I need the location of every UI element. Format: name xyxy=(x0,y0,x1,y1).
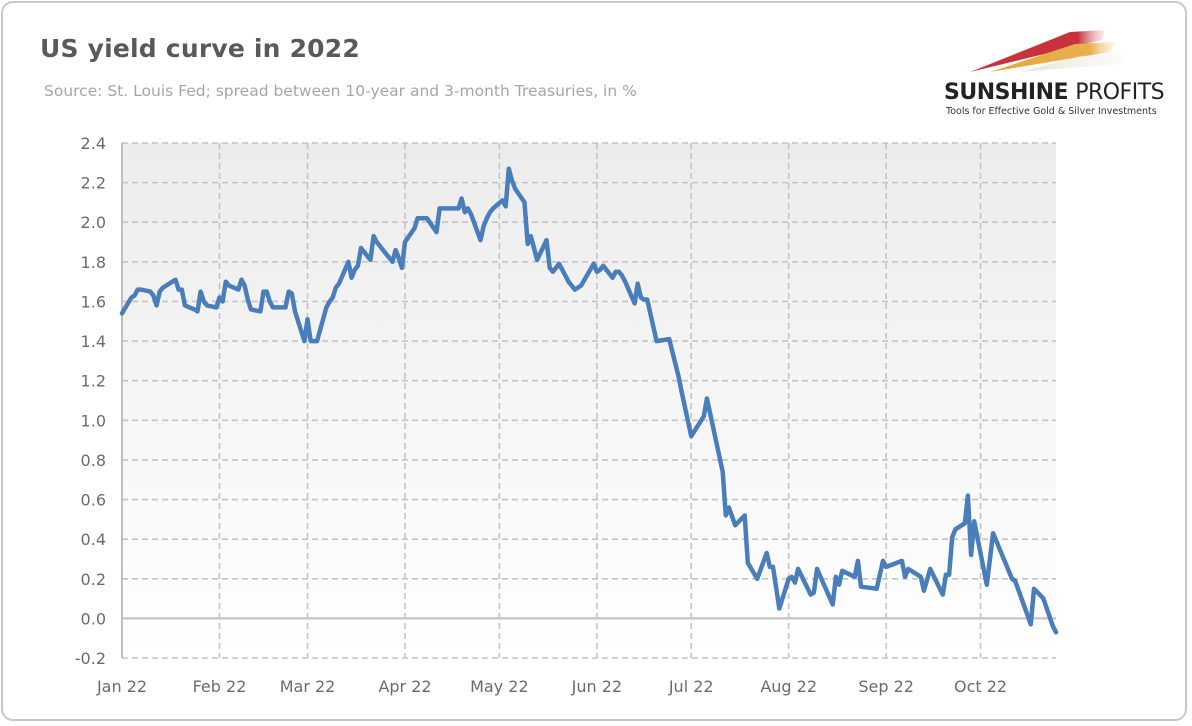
x-tick-label: Feb 22 xyxy=(193,677,247,696)
logo-streaks-icon xyxy=(970,30,1125,72)
x-tick-label: Jun 22 xyxy=(571,677,622,696)
series-line xyxy=(119,166,1059,635)
chart-title: US yield curve in 2022 xyxy=(40,34,360,63)
y-tick-label: 0.2 xyxy=(81,570,106,589)
plot-area xyxy=(122,143,1056,658)
logo-name-thin: PROFITS xyxy=(1075,80,1165,105)
y-tick-label: 0.0 xyxy=(81,609,106,628)
y-tick-label: 1.2 xyxy=(81,372,106,391)
y-tick-label: 1.0 xyxy=(81,411,106,430)
y-tick-label: 2.4 xyxy=(81,134,106,153)
x-tick-label: Sep 22 xyxy=(858,677,914,696)
y-tick-label: 0.8 xyxy=(81,451,106,470)
y-tick-label: 1.8 xyxy=(81,253,106,272)
x-tick-label: Mar 22 xyxy=(280,677,336,696)
y-tick-label: 2.2 xyxy=(81,174,106,193)
sunshine-profits-logo: SUNSHINE PROFITS Tools for Effective Gol… xyxy=(930,20,1180,120)
logo-tagline: Tools for Effective Gold & Silver Invest… xyxy=(946,106,1157,117)
chart-subtitle: Source: St. Louis Fed; spread between 10… xyxy=(44,82,637,100)
y-tick-label: 0.6 xyxy=(81,491,106,510)
y-tick-label: 0.4 xyxy=(81,530,106,549)
x-tick-label: Jul 22 xyxy=(668,677,714,696)
x-tick-label: Jan 22 xyxy=(96,677,147,696)
y-tick-label: 1.4 xyxy=(81,332,106,351)
y-tick-label: -0.2 xyxy=(75,649,106,668)
y-tick-label: 2.0 xyxy=(81,213,106,232)
y-tick-label: 1.6 xyxy=(81,292,106,311)
x-tick-label: May 22 xyxy=(470,677,529,696)
x-tick-label: Aug 22 xyxy=(760,677,817,696)
logo-name-bold: SUNSHINE xyxy=(944,80,1069,105)
x-tick-label: Oct 22 xyxy=(954,677,1007,696)
x-tick-label: Apr 22 xyxy=(378,677,431,696)
